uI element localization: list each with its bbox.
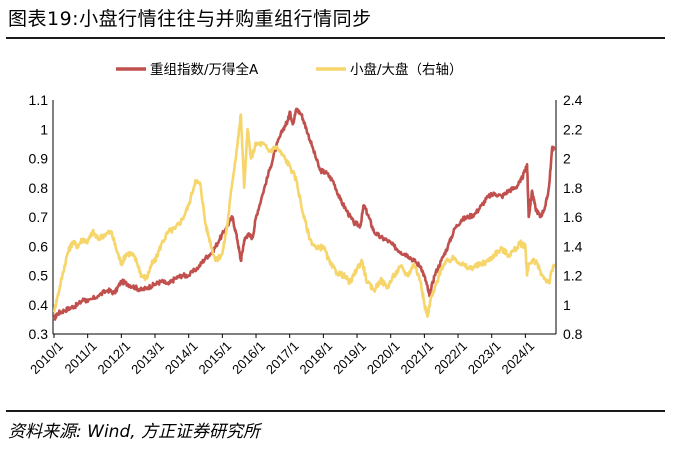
x-tick-label: 2023/1 — [465, 338, 504, 377]
legend-label-series1: 重组指数/万得全A — [150, 61, 259, 78]
x-tick-label: 2010/1 — [27, 338, 66, 377]
legend-label-series2: 小盘/大盘（右轴） — [350, 61, 463, 78]
x-tick-label: 2021/1 — [398, 338, 437, 377]
x-tick-label: 2014/1 — [162, 338, 201, 377]
legend: 重组指数/万得全A 小盘/大盘（右轴） — [116, 61, 463, 78]
y-right-tick-label: 2.4 — [563, 92, 583, 108]
y-right-tick-label: 2.2 — [563, 121, 583, 137]
y-left-tick-label: 1.1 — [29, 92, 49, 108]
x-tick-label: 2012/1 — [95, 338, 134, 377]
series-line-small-large-ratio — [52, 113, 556, 319]
x-tick-label: 2011/1 — [62, 338, 100, 376]
y-left-tick-label: 0.7 — [29, 209, 49, 225]
y-right-tick-label: 1.6 — [563, 209, 583, 225]
y-left-tick-label: 0.5 — [29, 268, 49, 284]
y-right-tick-label: 1.8 — [563, 180, 583, 196]
axes: 0.3 0.4 0.5 0.6 0.7 0.8 0.9 1 1.1 0.8 1 1.2 1.4 1.6 1.… — [27, 92, 582, 377]
x-tick-label: 2016/1 — [229, 338, 268, 377]
top-rule — [6, 37, 665, 39]
bottom-rule — [6, 410, 665, 412]
x-tick-label: 2013/1 — [128, 338, 167, 377]
y-right-tick-label: 1 — [563, 297, 571, 313]
y-left-tick-label: 0.3 — [29, 326, 49, 342]
x-tick-label: 2018/1 — [297, 338, 336, 377]
y-left-tick-label: 0.4 — [29, 297, 49, 313]
x-tick-label: 2020/1 — [364, 338, 403, 377]
y-left-tick-label: 0.8 — [29, 180, 49, 196]
y-left-tick-label: 1 — [40, 121, 48, 137]
x-tick-label: 2019/1 — [330, 338, 369, 377]
y-right-tick-label: 1.2 — [563, 268, 583, 284]
series-line-restructure-ratio — [52, 107, 556, 321]
y-left-tick-label: 0.6 — [29, 238, 49, 254]
y-right-tick-label: 0.8 — [563, 326, 583, 342]
x-tick-label: 2024/1 — [499, 338, 538, 377]
x-tick-label: 2015/1 — [196, 338, 235, 377]
x-tick-label: 2022/1 — [431, 338, 470, 377]
chart-title: 图表19:小盘行情往往与并购重组行情同步 — [8, 8, 372, 30]
plot-area — [52, 107, 556, 321]
y-right-tick-label: 1.4 — [563, 238, 583, 254]
y-left-tick-label: 0.9 — [29, 151, 49, 167]
y-right-tick-label: 2 — [563, 151, 571, 167]
source-note: 资料来源: Wind, 方正证券研究所 — [8, 422, 261, 442]
x-tick-label: 2017/1 — [263, 338, 302, 377]
